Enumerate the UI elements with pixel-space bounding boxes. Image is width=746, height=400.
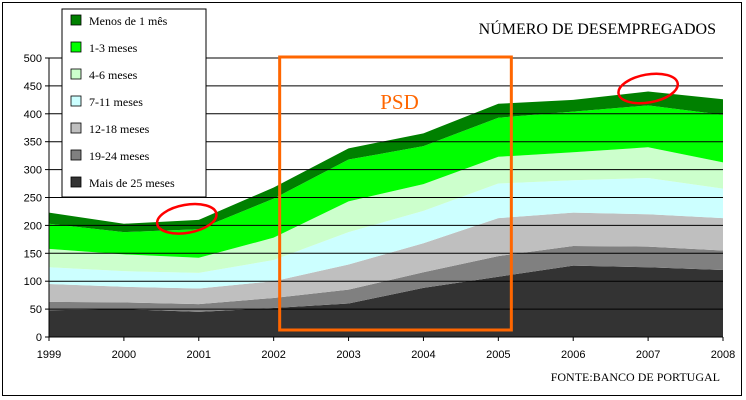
chart-source: FONTE:BANCO DE PORTUGAL	[551, 370, 720, 384]
y-tick-label-2: 100	[24, 276, 42, 288]
y-tick-label-1: 50	[30, 304, 42, 316]
x-tick-label-2: 2001	[187, 349, 211, 361]
psd-label: PSD	[380, 90, 419, 114]
legend: Menos de 1 mês 1-3 meses 4-6 meses 7-11 mes…	[61, 8, 207, 198]
highlight-ellipse-1	[155, 202, 218, 235]
area-series-4	[49, 177, 723, 289]
x-tick-label-6: 2005	[486, 349, 510, 361]
x-tick-label-1: 2000	[112, 349, 136, 361]
legend-label-4: 7-11 meses	[89, 95, 143, 109]
x-tick-label-9: 2008	[711, 349, 735, 361]
legend-label-6: 19-24 meses	[89, 149, 150, 163]
x-tick-label-5: 2004	[411, 349, 435, 361]
legend-label-2: 1-3 meses	[89, 41, 138, 55]
legend-swatch-3	[70, 68, 82, 80]
area-series-7	[49, 91, 723, 233]
legend-box	[61, 8, 207, 198]
legend-label-7: Mais de 25 meses	[89, 176, 175, 190]
legend-swatch-7	[70, 176, 82, 188]
area-series-2	[49, 246, 723, 312]
y-tick-label-4: 200	[24, 220, 42, 232]
y-tick-label-5: 250	[24, 193, 42, 205]
y-tick-label-10: 500	[24, 53, 42, 65]
legend-label-1: Menos de 1 mês	[89, 14, 168, 28]
chart-title: NÚMERO DE DESEMPREGADOS	[479, 19, 716, 38]
x-tick-label-0: 1999	[37, 349, 61, 361]
x-tick-label-3: 2002	[261, 349, 285, 361]
legend-swatch-2	[70, 41, 82, 53]
annotations: PSD	[155, 55, 680, 332]
y-tick-label-0: 0	[36, 332, 42, 344]
area-series-6	[49, 105, 723, 258]
legend-swatch-6	[70, 149, 82, 161]
y-tick-label-8: 400	[24, 109, 42, 121]
area-series-1	[49, 265, 723, 337]
legend-swatch-1	[70, 14, 82, 26]
area-series-group	[49, 91, 723, 337]
x-tick-labels: 1999 2000 2001 2002 2003 2004 2005 2006 2007 2008	[37, 337, 735, 361]
y-tick-labels: 0 50 100 150 200 250 300 350 400 450 500	[24, 53, 49, 344]
area-series-3	[49, 212, 723, 305]
y-tick-label-7: 350	[24, 137, 42, 149]
legend-label-5: 12-18 meses	[89, 122, 150, 136]
y-tick-label-3: 150	[24, 248, 42, 260]
x-tick-label-7: 2006	[561, 349, 585, 361]
area-series-5	[49, 147, 723, 273]
legend-swatch-5	[70, 122, 82, 134]
y-tick-label-6: 300	[24, 165, 42, 177]
x-tick-label-4: 2003	[336, 349, 360, 361]
x-tick-label-8: 2007	[636, 349, 660, 361]
psd-rectangle	[278, 55, 513, 332]
legend-label-3: 4-6 meses	[89, 68, 138, 82]
y-tick-label-9: 450	[24, 81, 42, 93]
legend-swatch-4	[70, 95, 82, 107]
highlight-ellipse-2	[617, 72, 680, 105]
